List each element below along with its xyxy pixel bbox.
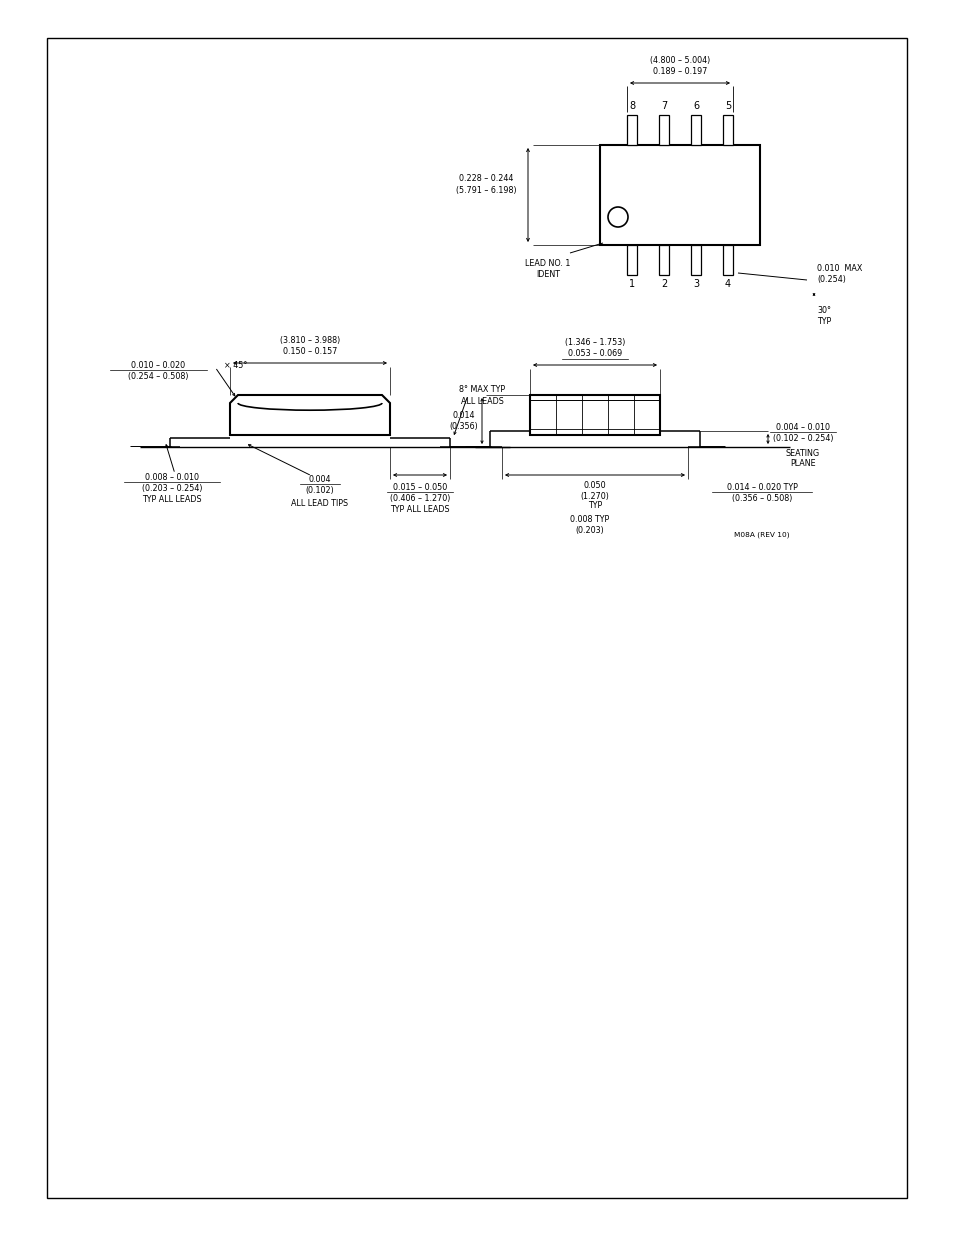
Text: TYP ALL LEADS: TYP ALL LEADS (142, 494, 202, 504)
Bar (722, 245, 732, 275)
Text: TYP: TYP (816, 316, 830, 326)
Text: 30°: 30° (816, 305, 830, 315)
Text: (0.406 – 1.270): (0.406 – 1.270) (390, 494, 450, 504)
Circle shape (607, 207, 627, 227)
Text: 8° MAX TYP: 8° MAX TYP (458, 385, 504, 394)
Text: 0.014 – 0.020 TYP: 0.014 – 0.020 TYP (726, 483, 797, 492)
Bar (530, 395, 659, 435)
Text: (0.356): (0.356) (449, 421, 477, 431)
Text: 0.004: 0.004 (309, 474, 331, 483)
Text: ALL LEAD TIPS: ALL LEAD TIPS (291, 499, 348, 508)
Text: SEATING: SEATING (785, 448, 820, 457)
Text: (0.203 – 0.254): (0.203 – 0.254) (142, 483, 202, 493)
Text: 0.008 TYP: 0.008 TYP (570, 515, 609, 524)
Text: (0.254): (0.254) (816, 274, 845, 284)
Text: (0.356 – 0.508): (0.356 – 0.508) (731, 494, 791, 504)
Text: 0.050: 0.050 (583, 482, 606, 490)
Text: 8: 8 (628, 101, 635, 111)
Text: 0.015 – 0.050: 0.015 – 0.050 (393, 483, 447, 492)
Text: 2: 2 (660, 279, 666, 289)
Text: 5: 5 (724, 101, 730, 111)
Text: ALL LEADS: ALL LEADS (460, 396, 503, 405)
Text: 0.053 – 0.069: 0.053 – 0.069 (567, 350, 621, 358)
Text: (0.254 – 0.508): (0.254 – 0.508) (128, 372, 188, 380)
Polygon shape (230, 395, 390, 435)
Text: IDENT: IDENT (536, 269, 559, 279)
Text: 7: 7 (660, 101, 666, 111)
Bar (722, 115, 732, 144)
Text: (1.346 – 1.753): (1.346 – 1.753) (564, 338, 624, 347)
Bar (690, 245, 700, 275)
Text: (1.270): (1.270) (580, 492, 609, 500)
Text: 0.008 – 0.010: 0.008 – 0.010 (145, 473, 199, 482)
Text: 0.150 – 0.157: 0.150 – 0.157 (282, 347, 336, 356)
Text: (0.102 – 0.254): (0.102 – 0.254) (772, 433, 832, 442)
Text: 0.228 – 0.244: 0.228 – 0.244 (458, 173, 513, 183)
Text: 1: 1 (628, 279, 635, 289)
Text: 6: 6 (692, 101, 699, 111)
Text: 0.014: 0.014 (453, 410, 475, 420)
Text: (4.800 – 5.004): (4.800 – 5.004) (649, 56, 709, 64)
Text: TYP: TYP (587, 501, 601, 510)
Text: PLANE: PLANE (789, 459, 815, 468)
Text: (5.791 – 6.198): (5.791 – 6.198) (456, 185, 516, 194)
Bar (659, 245, 668, 275)
Text: 0.010 – 0.020: 0.010 – 0.020 (131, 361, 185, 369)
Bar (690, 115, 700, 144)
Text: 0.004 – 0.010: 0.004 – 0.010 (775, 422, 829, 431)
Bar (599, 144, 760, 245)
Text: LEAD NO. 1: LEAD NO. 1 (525, 258, 570, 268)
Text: TYP ALL LEADS: TYP ALL LEADS (390, 505, 450, 515)
Text: 3: 3 (692, 279, 699, 289)
Bar (626, 245, 637, 275)
Text: 0.010  MAX: 0.010 MAX (816, 263, 862, 273)
Text: 4: 4 (724, 279, 730, 289)
Text: (3.810 – 3.988): (3.810 – 3.988) (279, 336, 340, 345)
Bar (659, 115, 668, 144)
Text: M08A (REV 10): M08A (REV 10) (734, 532, 789, 538)
Text: × 45°: × 45° (224, 361, 247, 369)
Text: (0.203): (0.203) (575, 526, 604, 535)
Text: 0.189 – 0.197: 0.189 – 0.197 (652, 67, 706, 75)
Text: (0.102): (0.102) (305, 487, 334, 495)
Bar (626, 115, 637, 144)
